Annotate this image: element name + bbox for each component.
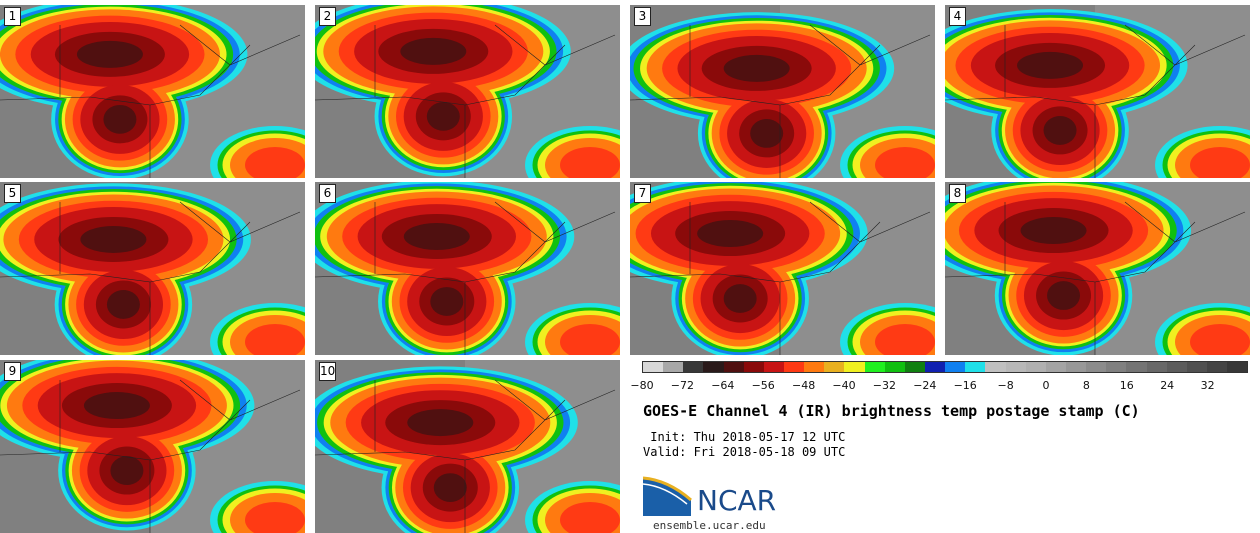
postage-stamp-panel: 5	[0, 182, 305, 355]
colorbar-bin	[643, 362, 664, 372]
chart-title: GOES-E Channel 4 (IR) brightness temp po…	[643, 402, 1140, 420]
ensemble-url: ensemble.ucar.edu	[653, 519, 766, 532]
colorbar-tick-label: −48	[791, 379, 816, 392]
colorbar-tick-label: −56	[751, 379, 775, 392]
panel-number: 2	[319, 7, 336, 26]
panel-number: 9	[4, 362, 21, 381]
colorbar-bin	[1106, 362, 1127, 372]
colorbar-tick-label: −8	[997, 379, 1014, 392]
panel-number: 8	[949, 184, 966, 203]
panel-number: 3	[634, 7, 651, 26]
colorbar-bin	[884, 362, 905, 372]
colorbar-bin	[864, 362, 885, 372]
panel-number: 10	[319, 362, 336, 381]
colorbar-bin	[1005, 362, 1026, 372]
colorbar-tick-label: −72	[670, 379, 694, 392]
colorbar-bin	[824, 362, 845, 372]
colorbar-bin	[924, 362, 946, 372]
postage-stamp-panel: 2	[315, 5, 620, 178]
colorbar-tick-label: 0	[1042, 379, 1050, 392]
colorbar-bin	[1146, 362, 1167, 372]
colorbar-tick-label: 8	[1082, 379, 1090, 392]
colorbar-tick-label: −24	[913, 379, 937, 392]
panel-number: 6	[319, 184, 336, 203]
colorbar-bin	[1227, 362, 1248, 372]
postage-stamp-panel: 3	[630, 5, 935, 178]
colorbar-tick-label: −80	[630, 379, 654, 392]
colorbar-tick-label: 16	[1119, 379, 1134, 392]
valid-time: Valid: Fri 2018-05-18 09 UTC	[643, 445, 846, 459]
postage-stamp-panel: 10	[315, 360, 620, 533]
colorbar-bin	[965, 362, 986, 372]
init-time: Init: Thu 2018-05-17 12 UTC	[643, 430, 846, 444]
colorbar-ticks: −80 −72 −64 −56 −48 −40 −32 −24 −16 −8 0 8 16 24 32	[630, 379, 1248, 393]
colorbar-bin	[1186, 362, 1207, 372]
postage-stamp-panel: 1	[0, 5, 305, 178]
colorbar-tick-label: −40	[832, 379, 856, 392]
colorbar-bin	[1166, 362, 1187, 372]
ncar-logo-icon	[643, 476, 692, 516]
postage-stamp-panel: 8	[945, 182, 1250, 355]
colorbar-tick-label: −32	[872, 379, 896, 392]
colorbar-tick-label: −64	[711, 379, 735, 392]
colorbar-bin	[703, 362, 724, 372]
panel-number: 5	[4, 184, 21, 203]
colorbar-bin	[844, 362, 865, 372]
colorbar-bin	[1086, 362, 1107, 372]
colorbar-bin	[985, 362, 1006, 372]
panel-number: 4	[949, 7, 966, 26]
colorbar-bin	[1126, 362, 1147, 372]
postage-stamp-panel: 7	[630, 182, 935, 355]
postage-stamp-panel: 4	[945, 5, 1250, 178]
colorbar	[642, 361, 1248, 373]
colorbar-bin	[1045, 362, 1066, 372]
colorbar-bin	[945, 362, 966, 372]
colorbar-bin	[1025, 362, 1046, 372]
colorbar-tick-label: −16	[953, 379, 977, 392]
colorbar-bin	[743, 362, 764, 372]
colorbar-bin	[904, 362, 925, 372]
colorbar-bin	[1206, 362, 1228, 372]
colorbar-bin	[783, 362, 805, 372]
colorbar-bin	[683, 362, 704, 372]
colorbar-tick-label: 24	[1160, 379, 1175, 392]
colorbar-tick-label: 32	[1200, 379, 1215, 392]
panel-number: 1	[4, 7, 21, 26]
logo-text: NCAR	[697, 484, 777, 517]
panel-number: 7	[634, 184, 651, 203]
colorbar-bin	[804, 362, 825, 372]
colorbar-bin	[763, 362, 784, 372]
postage-stamp-panel: 6	[315, 182, 620, 355]
postage-stamp-panel: 9	[0, 360, 305, 533]
colorbar-bin	[663, 362, 684, 372]
colorbar-bin	[1065, 362, 1087, 372]
colorbar-bin	[723, 362, 744, 372]
